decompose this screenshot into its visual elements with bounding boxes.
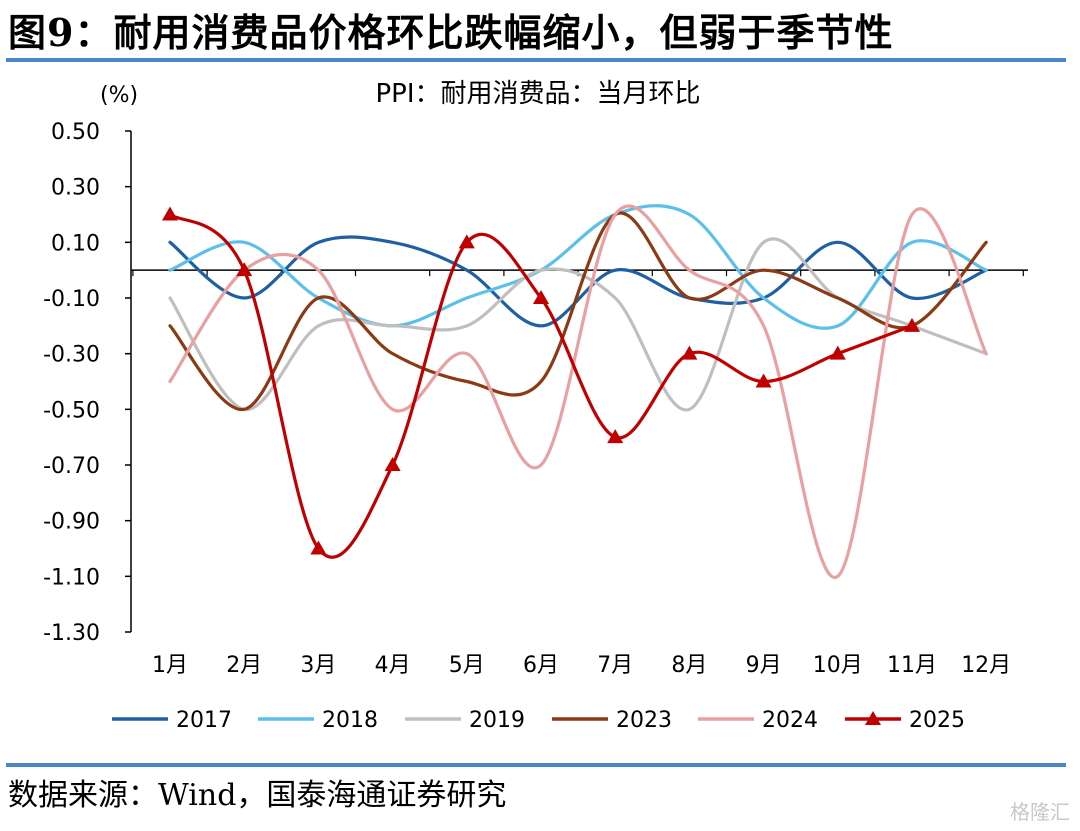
series-lines [168,204,988,579]
axis-labels: 0.50 0.30 0.10 -0.10 -0.30 -0.50 -0.70 -0.90 -1.… [43,79,1011,678]
data-point-2025 [904,317,920,332]
y-tick-label: -0.10 [43,287,100,312]
y-tick-label: -0.50 [43,398,100,423]
series-line-2024 [168,204,988,579]
y-tick-label: 0.50 [51,120,100,145]
y-tick-label: -0.70 [43,454,100,479]
x-tick-label: 9月 [746,653,782,678]
data-point-2025 [236,262,253,277]
data-point-2025 [607,429,624,444]
x-tick-label: 4月 [375,653,411,678]
x-tick-label: 5月 [449,653,485,678]
y-tick-label: -0.30 [43,343,100,368]
axes [125,130,1028,633]
series-line-2019 [168,237,988,412]
legend-label-2024: 2024 [762,708,818,733]
y-tick-label: -0.90 [43,510,100,535]
bottom-divider [6,763,1066,767]
x-tick-label: 11月 [887,653,937,678]
data-point-2025 [533,290,549,304]
y-tick-label: -1.10 [43,565,100,590]
x-tick-label: 12月 [961,653,1011,678]
source-note: 数据来源：Wind，国泰海通证券研究 [8,778,507,813]
y-tick-label: 0.30 [51,176,100,201]
figure-title: 图9：耐用消费品价格环比跌幅缩小，但弱于季节性 [8,10,894,55]
x-tick-label: 3月 [300,653,336,678]
legend-label-2023: 2023 [616,708,672,733]
watermark-logo: 格隆汇 [1010,800,1070,824]
data-point-2025 [162,206,178,221]
series-markers [162,206,920,555]
chart-title: PPI：耐用消费品：当月环比 [375,79,700,109]
line-chart: 0.50 0.30 0.10 -0.10 -0.30 -0.50 -0.70 -0.90 -1.… [43,79,1028,733]
x-tick-label: 10月 [813,653,863,678]
x-tick-label: 2月 [226,653,262,678]
y-tick-label: -1.30 [43,621,100,646]
data-point-2025 [458,234,475,249]
series-line-2018 [168,204,988,330]
legend-label-2018: 2018 [322,708,378,733]
legend-label-2017: 2017 [176,708,232,733]
x-tick-label: 6月 [523,653,559,678]
data-point-2025 [310,540,327,555]
series-line-2017 [168,235,988,328]
x-tick-label: 8月 [671,653,707,678]
data-point-2025 [829,345,846,360]
series-line-2023 [168,211,988,411]
y-tick-label: 0.10 [51,231,100,256]
legend: 2017 2018 2019 2023 2024 2025 [112,708,965,733]
x-tick-label: 7月 [597,653,633,678]
legend-label-2025: 2025 [909,708,965,733]
data-point-2025 [681,345,698,360]
x-tick-label: 1月 [152,653,188,678]
y-unit-label: (%) [100,83,138,108]
data-point-2025 [384,457,401,471]
top-divider [6,58,1066,62]
legend-label-2019: 2019 [469,708,525,733]
legend-marker-2025 [865,711,881,725]
data-point-2025 [755,373,772,388]
